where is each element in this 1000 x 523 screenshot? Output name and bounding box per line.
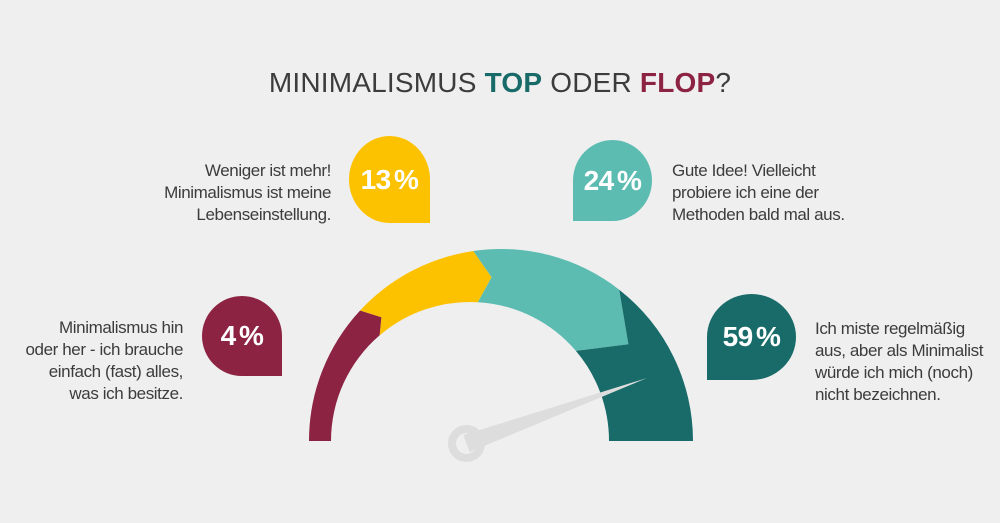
callout-text-13pct: Weniger ist mehr! Minimalismus ist meine… <box>164 161 331 224</box>
title-part-flop: FLOP <box>639 66 716 98</box>
gauge-segment-59pct <box>575 289 693 441</box>
callout-value-13pct: 13 % <box>360 163 419 195</box>
gauge-needle <box>463 378 647 452</box>
callout-text-59pct: Ich miste regelmäßig aus, aber als Minim… <box>815 319 984 404</box>
callout-text-24pct: Gute Idee! Vielleicht probiere ich eine … <box>672 161 845 224</box>
callout-bubble-4pct: 4 % <box>202 296 282 376</box>
gauge-segment-13pct <box>360 251 492 336</box>
callout-value-24pct: 24 % <box>583 164 642 196</box>
title-part-questionmark: ? <box>715 66 732 98</box>
callout-text-4pct: Minimalismus hin oder her - ich brauche … <box>25 318 183 403</box>
callout-bubble-24pct: 24 % <box>573 140 652 221</box>
gauge-needle-hub <box>448 425 485 462</box>
page-title: MINIMALISMUS TOP ODER FLOP? <box>0 66 1000 98</box>
title-part-top: TOP <box>484 66 543 98</box>
callout-bubble-59pct: 59 % <box>707 294 796 380</box>
gauge-segment-24pct <box>473 248 629 351</box>
callout-bubble-13pct: 13 % <box>349 136 430 223</box>
title-part-oder: ODER <box>550 66 632 98</box>
title-part-minimalismus: MINIMALISMUS <box>268 66 477 98</box>
gauge-segment-4pct <box>309 310 382 441</box>
callout-value-59pct: 59 % <box>722 321 781 352</box>
callout-value-4pct: 4 % <box>220 320 264 351</box>
